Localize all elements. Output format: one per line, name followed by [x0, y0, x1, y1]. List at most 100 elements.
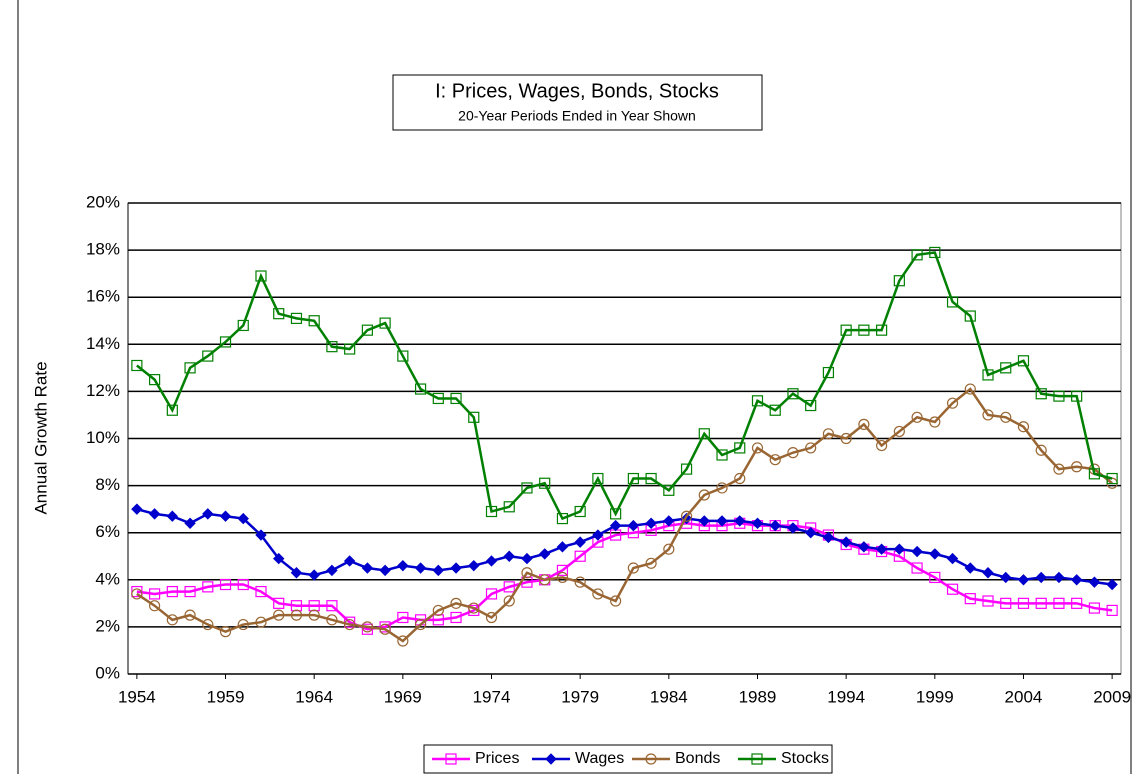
- data-point: [946, 552, 959, 565]
- data-point: [1106, 604, 1118, 617]
- data-point: [1088, 576, 1101, 588]
- data-point: [964, 593, 976, 605]
- data-point: [521, 482, 533, 494]
- data-point: [450, 562, 462, 574]
- data-point: [982, 595, 994, 607]
- data-point: [219, 578, 232, 591]
- data-point: [858, 541, 870, 553]
- data-point: [1071, 390, 1083, 402]
- data-point: [787, 388, 799, 400]
- data-point: [166, 510, 179, 522]
- data-point: [1017, 574, 1030, 586]
- data-point: [1106, 578, 1118, 591]
- data-point: [929, 548, 941, 560]
- data-point: [468, 411, 480, 423]
- data-point: [1017, 355, 1030, 367]
- data-point: [326, 600, 338, 612]
- data-point: [414, 383, 427, 395]
- data-point: [255, 529, 267, 541]
- data-point: [237, 618, 249, 631]
- data-point: [893, 425, 905, 438]
- data-point: [946, 296, 959, 308]
- data-point: [273, 552, 285, 565]
- data-point: [432, 564, 445, 577]
- data-point: [858, 324, 870, 336]
- title-box: [392, 74, 763, 131]
- data-point: [361, 324, 373, 336]
- x-tick-label: 1974: [473, 687, 511, 706]
- data-point: [911, 545, 923, 558]
- data-point: [166, 404, 178, 416]
- data-point: [273, 308, 285, 320]
- data-point: [574, 505, 586, 518]
- data-point: [698, 428, 710, 440]
- data-point: [734, 442, 746, 454]
- data-point: [627, 519, 640, 532]
- data-point: [787, 522, 799, 534]
- data-point: [148, 374, 161, 386]
- data-point: [503, 501, 515, 513]
- data-point: [361, 621, 373, 633]
- x-tick-label: 2009: [1093, 687, 1131, 706]
- data-point: [1071, 461, 1083, 473]
- y-tick-label: 10%: [86, 428, 120, 447]
- data-point: [787, 447, 799, 459]
- data-point: [1053, 390, 1065, 402]
- data-point: [308, 569, 320, 581]
- data-point: [521, 552, 533, 565]
- data-point: [290, 567, 303, 579]
- y-tick-label: 8%: [95, 475, 120, 494]
- data-point: [769, 519, 781, 532]
- data-point: [1017, 597, 1030, 609]
- data-point: [1035, 597, 1047, 609]
- data-point: [716, 515, 728, 527]
- data-point: [1000, 597, 1012, 609]
- legend-label: Stocks: [781, 750, 829, 767]
- data-point: [858, 418, 870, 430]
- data-point: [610, 595, 622, 607]
- x-tick-label: 1969: [384, 687, 422, 706]
- data-point: [804, 526, 817, 539]
- data-point: [964, 310, 976, 322]
- data-point: [893, 275, 905, 287]
- y-axis-label: Annual Growth Rate: [31, 361, 50, 514]
- series-line: [136, 251, 1113, 521]
- data-point: [450, 597, 462, 609]
- data-point: [1088, 602, 1101, 614]
- data-point: [982, 369, 994, 381]
- data-point: [911, 562, 923, 574]
- data-point: [698, 489, 710, 501]
- data-point: [450, 392, 462, 405]
- legend-marker: [751, 753, 763, 765]
- data-point: [1053, 597, 1065, 609]
- data-point: [379, 623, 391, 635]
- data-point: [184, 609, 196, 621]
- data-point: [734, 515, 746, 527]
- data-point: [822, 531, 835, 544]
- data-point: [361, 562, 374, 574]
- data-point: [751, 442, 764, 454]
- data-point: [485, 588, 498, 600]
- data-point: [343, 555, 356, 567]
- data-point: [219, 336, 232, 348]
- data-point: [751, 395, 764, 407]
- data-point: [769, 454, 781, 466]
- data-point: [1000, 362, 1012, 374]
- data-point: [397, 611, 409, 624]
- data-point: [485, 611, 498, 624]
- x-tick-label: 1999: [916, 687, 954, 706]
- data-point: [822, 428, 835, 440]
- data-point: [876, 324, 888, 336]
- data-point: [414, 562, 427, 574]
- data-point: [202, 508, 214, 520]
- y-tick-label: 12%: [86, 381, 120, 400]
- data-point: [805, 399, 817, 412]
- data-point: [432, 392, 444, 405]
- data-point: [964, 562, 976, 574]
- data-point: [503, 581, 515, 593]
- data-point: [379, 317, 391, 329]
- data-point: [609, 519, 622, 532]
- data-point: [308, 315, 320, 327]
- data-point: [840, 432, 852, 445]
- y-tick-label: 6%: [95, 522, 120, 541]
